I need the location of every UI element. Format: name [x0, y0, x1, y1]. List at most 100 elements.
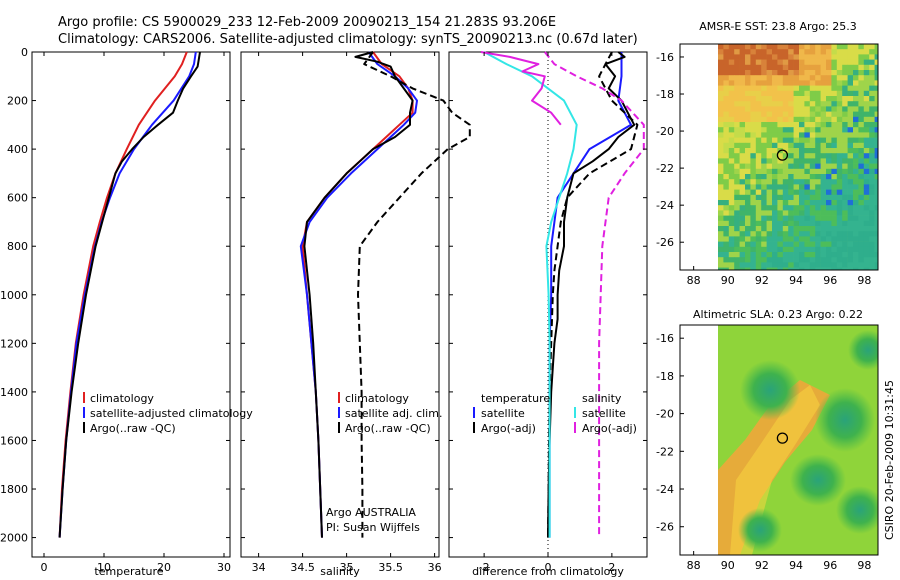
sst-cell — [836, 231, 843, 237]
sst-cell — [863, 148, 870, 154]
sst-cell — [820, 44, 827, 50]
sst-cell — [782, 85, 789, 92]
sst-cell — [842, 122, 848, 128]
sst-cell — [831, 231, 838, 237]
sst-cell — [728, 246, 735, 253]
sst-cell — [863, 220, 870, 227]
sst-cell — [831, 163, 838, 170]
sst-cell — [847, 54, 854, 60]
sst-cell — [874, 49, 878, 55]
sst-cell — [799, 252, 805, 258]
sst-cell — [750, 236, 757, 242]
sst-cell — [777, 122, 784, 128]
sst-cell — [793, 127, 800, 133]
sst-cell — [777, 54, 784, 60]
argo-location-marker — [776, 149, 789, 161]
sst-cell — [836, 262, 843, 268]
sst-cell — [745, 96, 751, 102]
sst-cell — [874, 127, 878, 133]
sst-cell — [799, 215, 805, 222]
sst-cell — [842, 44, 848, 50]
series-line-temperature-argo-adj-dashed — [547, 51, 639, 538]
sst-cell — [815, 75, 821, 81]
sst-cell — [777, 163, 784, 170]
sst-cell — [723, 231, 730, 237]
sst-cell — [723, 90, 730, 97]
sst-cell — [836, 70, 843, 76]
temperature-legend: climatology satellite-adjusted climatolo… — [83, 392, 253, 435]
sst-cell — [863, 205, 870, 211]
sst-cell — [858, 246, 865, 253]
sst-cell — [723, 111, 730, 118]
sst-cell — [728, 106, 735, 112]
sst-cell — [793, 80, 800, 86]
sla-low-blob — [836, 486, 878, 534]
sst-cell — [745, 241, 751, 248]
sst-cell — [874, 210, 878, 216]
sst-cell — [804, 174, 811, 180]
sst-cell — [728, 59, 735, 66]
sst-cell — [853, 194, 859, 201]
sst-cell — [723, 236, 730, 242]
sst-cell — [739, 215, 746, 222]
sst-cell — [826, 116, 832, 123]
sst-cell — [788, 184, 794, 190]
sst-cell — [766, 122, 773, 128]
sst-cell — [734, 246, 740, 253]
sst-cell — [831, 194, 838, 201]
sst-cell — [847, 59, 854, 66]
sst-cell — [745, 174, 751, 180]
sst-cell — [723, 122, 730, 128]
sst-cell — [820, 174, 827, 180]
sst-cell — [793, 148, 800, 154]
sst-cell — [750, 106, 757, 112]
sst-cell — [831, 85, 838, 92]
sst-cell — [761, 257, 767, 263]
sst-cell — [772, 246, 778, 253]
sst-cell — [863, 122, 870, 128]
sst-cell — [804, 168, 811, 175]
sst-cell — [847, 101, 854, 107]
sst-cell — [788, 226, 794, 232]
sst-cell — [723, 179, 730, 185]
sst-cell — [718, 90, 724, 97]
sst-cell — [820, 210, 827, 216]
sst-cell — [745, 189, 751, 196]
sst-cell — [826, 137, 832, 144]
sst-cell — [728, 194, 735, 201]
sst-cell — [826, 220, 832, 227]
sst-cell — [809, 153, 816, 159]
sst-cell — [761, 200, 767, 206]
sst-cell — [799, 246, 805, 253]
sst-cell — [831, 252, 838, 258]
sst-cell — [766, 184, 773, 190]
sst-cell — [723, 241, 730, 248]
sst-cell — [728, 262, 735, 268]
map-y-tick-label: -18 — [656, 88, 674, 101]
sst-cell — [728, 174, 735, 180]
sst-cell — [728, 101, 735, 107]
sst-cell — [799, 70, 805, 76]
sst-cell — [799, 96, 805, 102]
sst-cell — [799, 64, 805, 71]
sst-cell — [847, 49, 854, 55]
sst-cell — [831, 90, 838, 97]
sst-cell — [820, 168, 827, 175]
sst-cell — [788, 194, 794, 201]
sst-cell — [782, 70, 789, 76]
sst-cell — [853, 127, 859, 133]
sst-cell — [761, 210, 767, 216]
sst-cell — [755, 137, 762, 144]
sst-cell — [836, 189, 843, 196]
sst-cell — [793, 54, 800, 60]
sst-cell — [761, 70, 767, 76]
sla-map-title: Altimetric SLA: 0.23 Argo: 0.22 — [693, 308, 863, 321]
sst-cell — [831, 220, 838, 227]
sst-cell — [723, 132, 730, 138]
sst-cell — [815, 127, 821, 133]
sst-cell — [815, 215, 821, 222]
sst-cell — [836, 75, 843, 81]
sst-cell — [761, 220, 767, 227]
sst-cell — [772, 153, 778, 159]
sst-cell — [723, 205, 730, 211]
